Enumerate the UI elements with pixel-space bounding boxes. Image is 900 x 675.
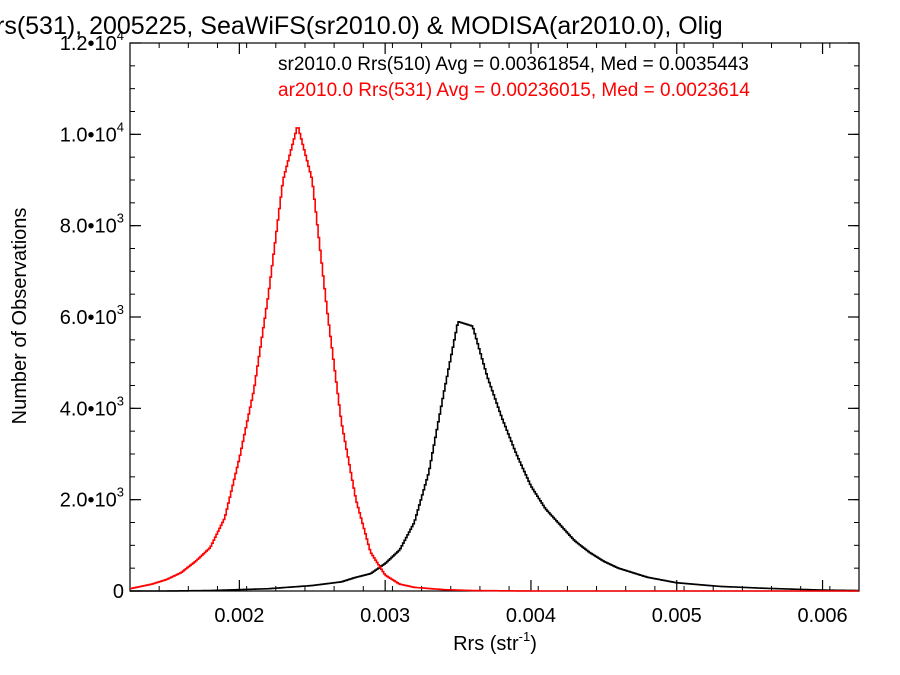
legend-entry-black: sr2010.0 Rrs(510) Avg = 0.00361854, Med …: [278, 54, 749, 75]
series-layer: [130, 127, 859, 592]
series-line-red: [130, 127, 859, 592]
x-tick-label: 0.004: [506, 605, 556, 627]
series-line-black: [130, 321, 859, 592]
x-tick-labels: 0.002 0.003 0.004 0.005 0.006: [214, 605, 847, 627]
x-tick-label: 0.002: [214, 605, 264, 627]
x-axis-title: Rrs (str-1): [453, 629, 537, 655]
chart-title: rs(531), 2005225, SeaWiFS(sr2010.0) & MO…: [0, 12, 723, 40]
y-tick-label: 8.0•103: [60, 211, 124, 238]
plot-frame: [129, 42, 860, 592]
y-axis-title: Number of Observations: [9, 208, 31, 425]
y-tick-label: 2.0•103: [60, 485, 124, 512]
x-tick-label: 0.006: [798, 605, 848, 627]
y-tick-label: 1.2•104: [60, 28, 124, 55]
y-tick-label: 1.0•104: [60, 119, 124, 146]
legend-entry-red: ar2010.0 Rrs(531) Avg = 0.00236015, Med …: [278, 80, 750, 101]
y-tick-labels: 0 2.0•103 4.0•103 6.0•103 8.0•103 1.0•104 1.2•…: [60, 28, 124, 603]
y-tick-label: 0: [113, 581, 124, 603]
y-tick-label: 6.0•103: [60, 302, 124, 329]
y-tick-label: 4.0•103: [60, 393, 124, 420]
axis-ticks: [129, 42, 860, 592]
x-tick-label: 0.005: [652, 605, 702, 627]
x-tick-label: 0.003: [360, 605, 410, 627]
